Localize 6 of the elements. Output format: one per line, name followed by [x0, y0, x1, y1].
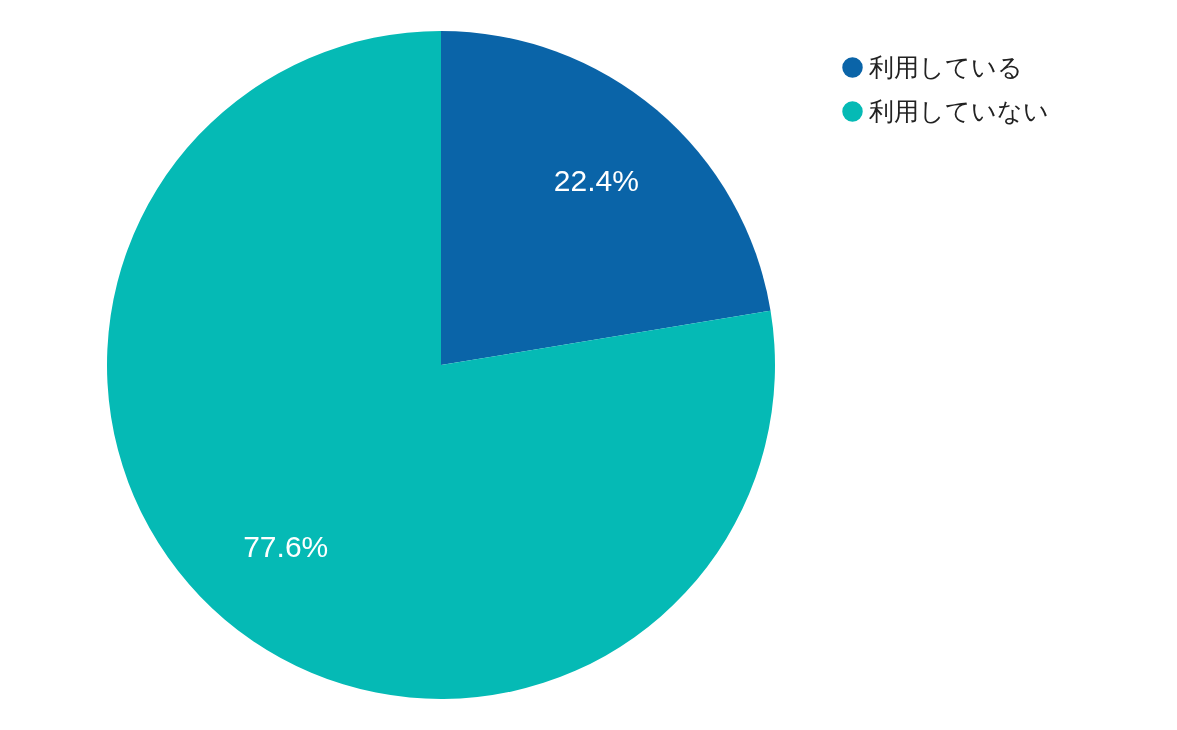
pie-slice: [107, 31, 775, 699]
legend-label: 利用している: [869, 52, 1023, 82]
legend-label: 利用していない: [869, 96, 1049, 126]
data-label: 77.6%: [243, 529, 329, 563]
data-label: 22.4%: [553, 164, 639, 198]
pie-slice: [441, 31, 771, 365]
